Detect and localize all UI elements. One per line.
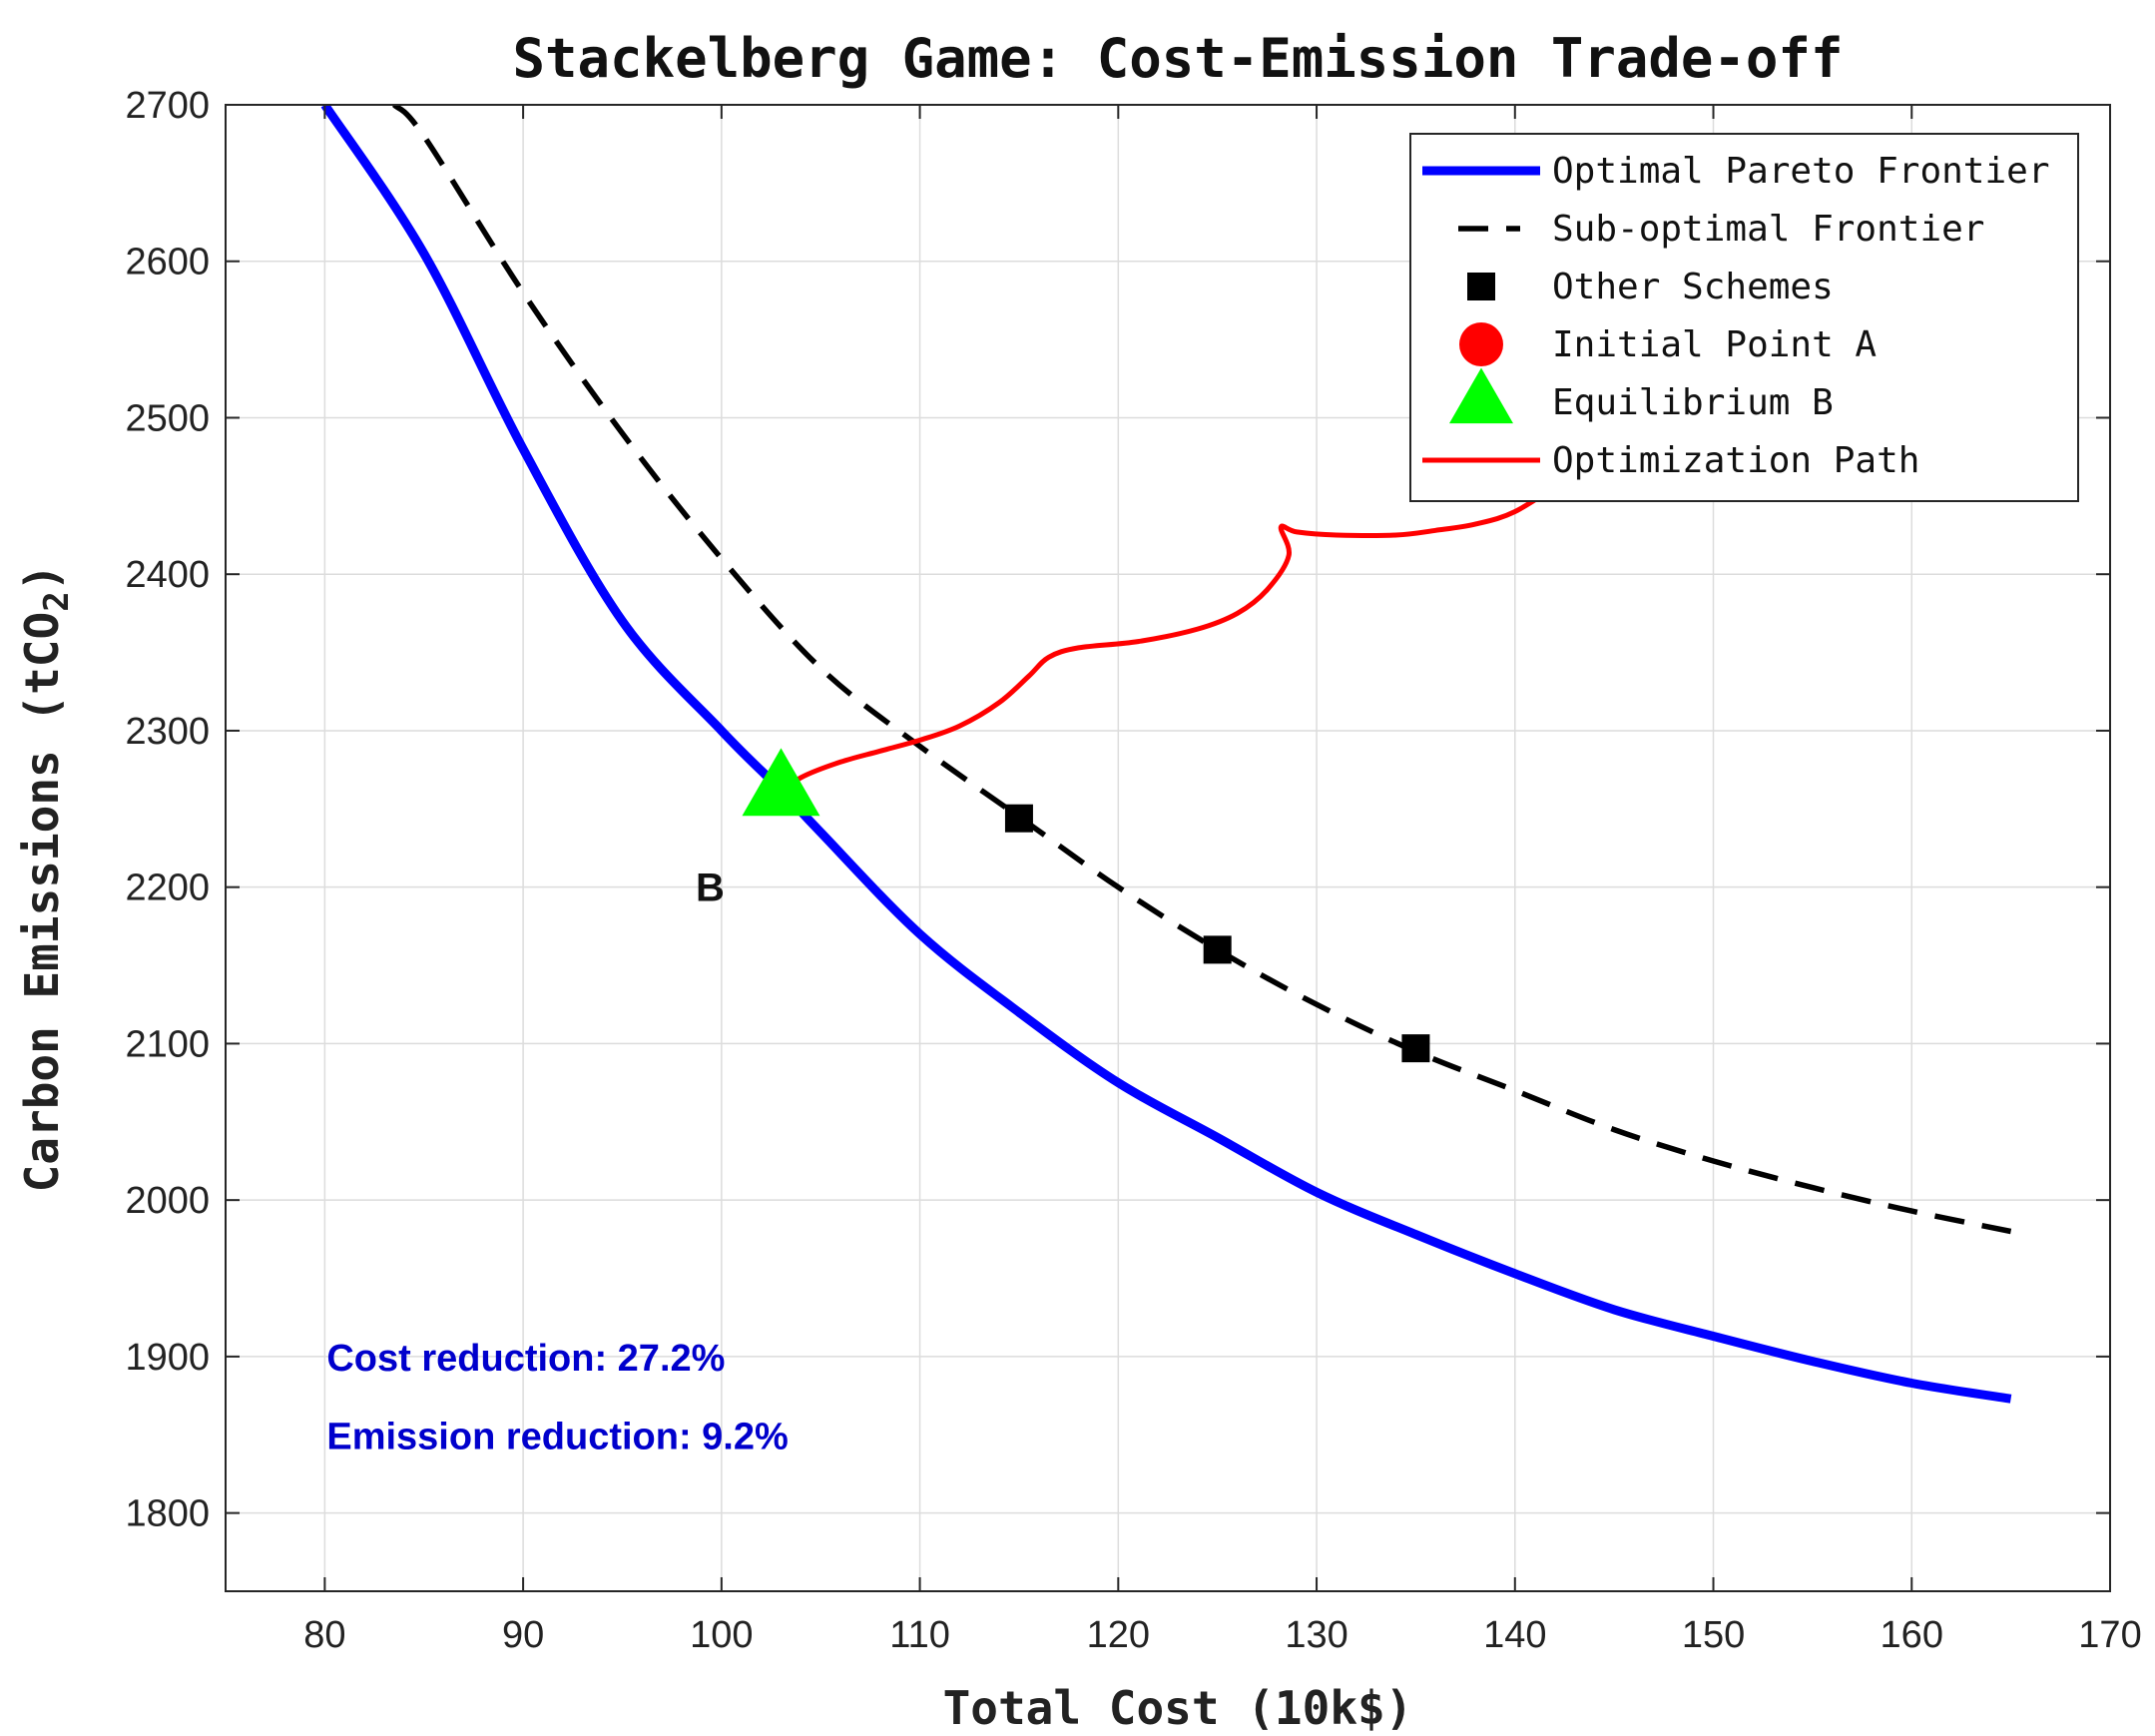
- x-tick-label: 140: [1483, 1614, 1546, 1656]
- legend-label: Equilibrium B: [1552, 382, 1834, 423]
- legend-entry-equilibrium-b: Equilibrium B: [1449, 367, 1834, 424]
- legend-swatch-other-schemes: [1467, 273, 1495, 300]
- y-tick-label: 1900: [125, 1337, 210, 1379]
- series-line-optimization-path: [779, 478, 1566, 796]
- annotations: B Cost reduction: 27.2% Emission reduction…: [326, 867, 788, 1458]
- y-axis-label: Carbon Emissions (tCO2): [15, 564, 77, 1193]
- chart-title: Stackelberg Game: Cost-Emission Trade-of…: [513, 27, 1844, 90]
- series-marker-other-schemes: [1004, 804, 1033, 833]
- x-tick-label: 100: [690, 1614, 753, 1656]
- x-tick-label: 110: [889, 1614, 950, 1656]
- axis-ticks: 80 90 100 110 120 130 140 150 160 170 1800 1900 2000…: [125, 85, 2141, 1656]
- legend-entry-optimal-pareto-frontier: Optimal Pareto Frontier: [1422, 151, 2050, 192]
- y-tick-label: 2600: [125, 242, 210, 284]
- x-tick-label: 160: [1881, 1614, 1943, 1656]
- annotation-cost-reduction-27-2: Cost reduction: 27.2%: [326, 1338, 725, 1380]
- plot-series: [320, 105, 2012, 1404]
- legend-label: Initial Point A: [1552, 324, 1877, 365]
- series-line-optimal-pareto-frontier: [320, 105, 2012, 1404]
- y-tick-label: 2500: [125, 397, 210, 439]
- y-tick-label: 2700: [125, 85, 210, 127]
- legend-label: Other Schemes: [1552, 267, 1834, 307]
- x-tick-label: 120: [1087, 1614, 1150, 1656]
- y-tick-label: 2400: [125, 554, 210, 596]
- y-axis-label-subscript: 2: [37, 591, 77, 611]
- y-tick-label: 2100: [125, 1023, 210, 1065]
- series-marker-other-schemes: [1401, 1034, 1430, 1063]
- y-axis-label-main: Carbon Emissions (tCO: [15, 612, 69, 1193]
- y-tick-label: 2000: [125, 1180, 210, 1222]
- legend-label: Optimization Path: [1552, 440, 1919, 481]
- legend-swatch-equilibrium-b: [1449, 367, 1513, 424]
- x-tick-label: 80: [303, 1614, 345, 1656]
- x-axis-label: Total Cost (10k$): [943, 1681, 1413, 1735]
- annotation-emission-reduction-9-2: Emission reduction: 9.2%: [326, 1416, 788, 1457]
- x-tick-label: 90: [502, 1614, 544, 1656]
- annotation-b: B: [696, 867, 725, 910]
- legend-label: Sub-optimal Frontier: [1552, 209, 1984, 250]
- y-tick-label: 2200: [125, 868, 210, 909]
- legend: Optimal Pareto Frontier Sub-optimal Front…: [1409, 133, 2079, 502]
- series-marker-other-schemes: [1203, 935, 1232, 964]
- legend-entry-initial-point-a: Initial Point A: [1459, 322, 1877, 366]
- y-tick-label: 1800: [125, 1493, 210, 1535]
- legend-box: [1409, 133, 2079, 502]
- series-line-sub-optimal-frontier: [391, 105, 2012, 1235]
- legend-label: Optimal Pareto Frontier: [1552, 151, 2050, 192]
- plot-frame: [225, 104, 2111, 1592]
- legend-entry-optimization-path: Optimization Path: [1422, 440, 1919, 481]
- x-tick-label: 130: [1285, 1614, 1347, 1656]
- y-tick-label: 2300: [125, 711, 210, 753]
- x-tick-label: 170: [2078, 1614, 2141, 1656]
- series-marker-equilibrium-b: [742, 748, 820, 817]
- y-axis-label-close: ): [15, 564, 69, 592]
- x-tick-label: 150: [1682, 1614, 1745, 1656]
- legend-swatch-initial-point-a: [1459, 322, 1503, 366]
- legend-entry-sub-optimal-frontier: Sub-optimal Frontier: [1458, 209, 1984, 250]
- legend-entry-other-schemes: Other Schemes: [1467, 267, 1834, 307]
